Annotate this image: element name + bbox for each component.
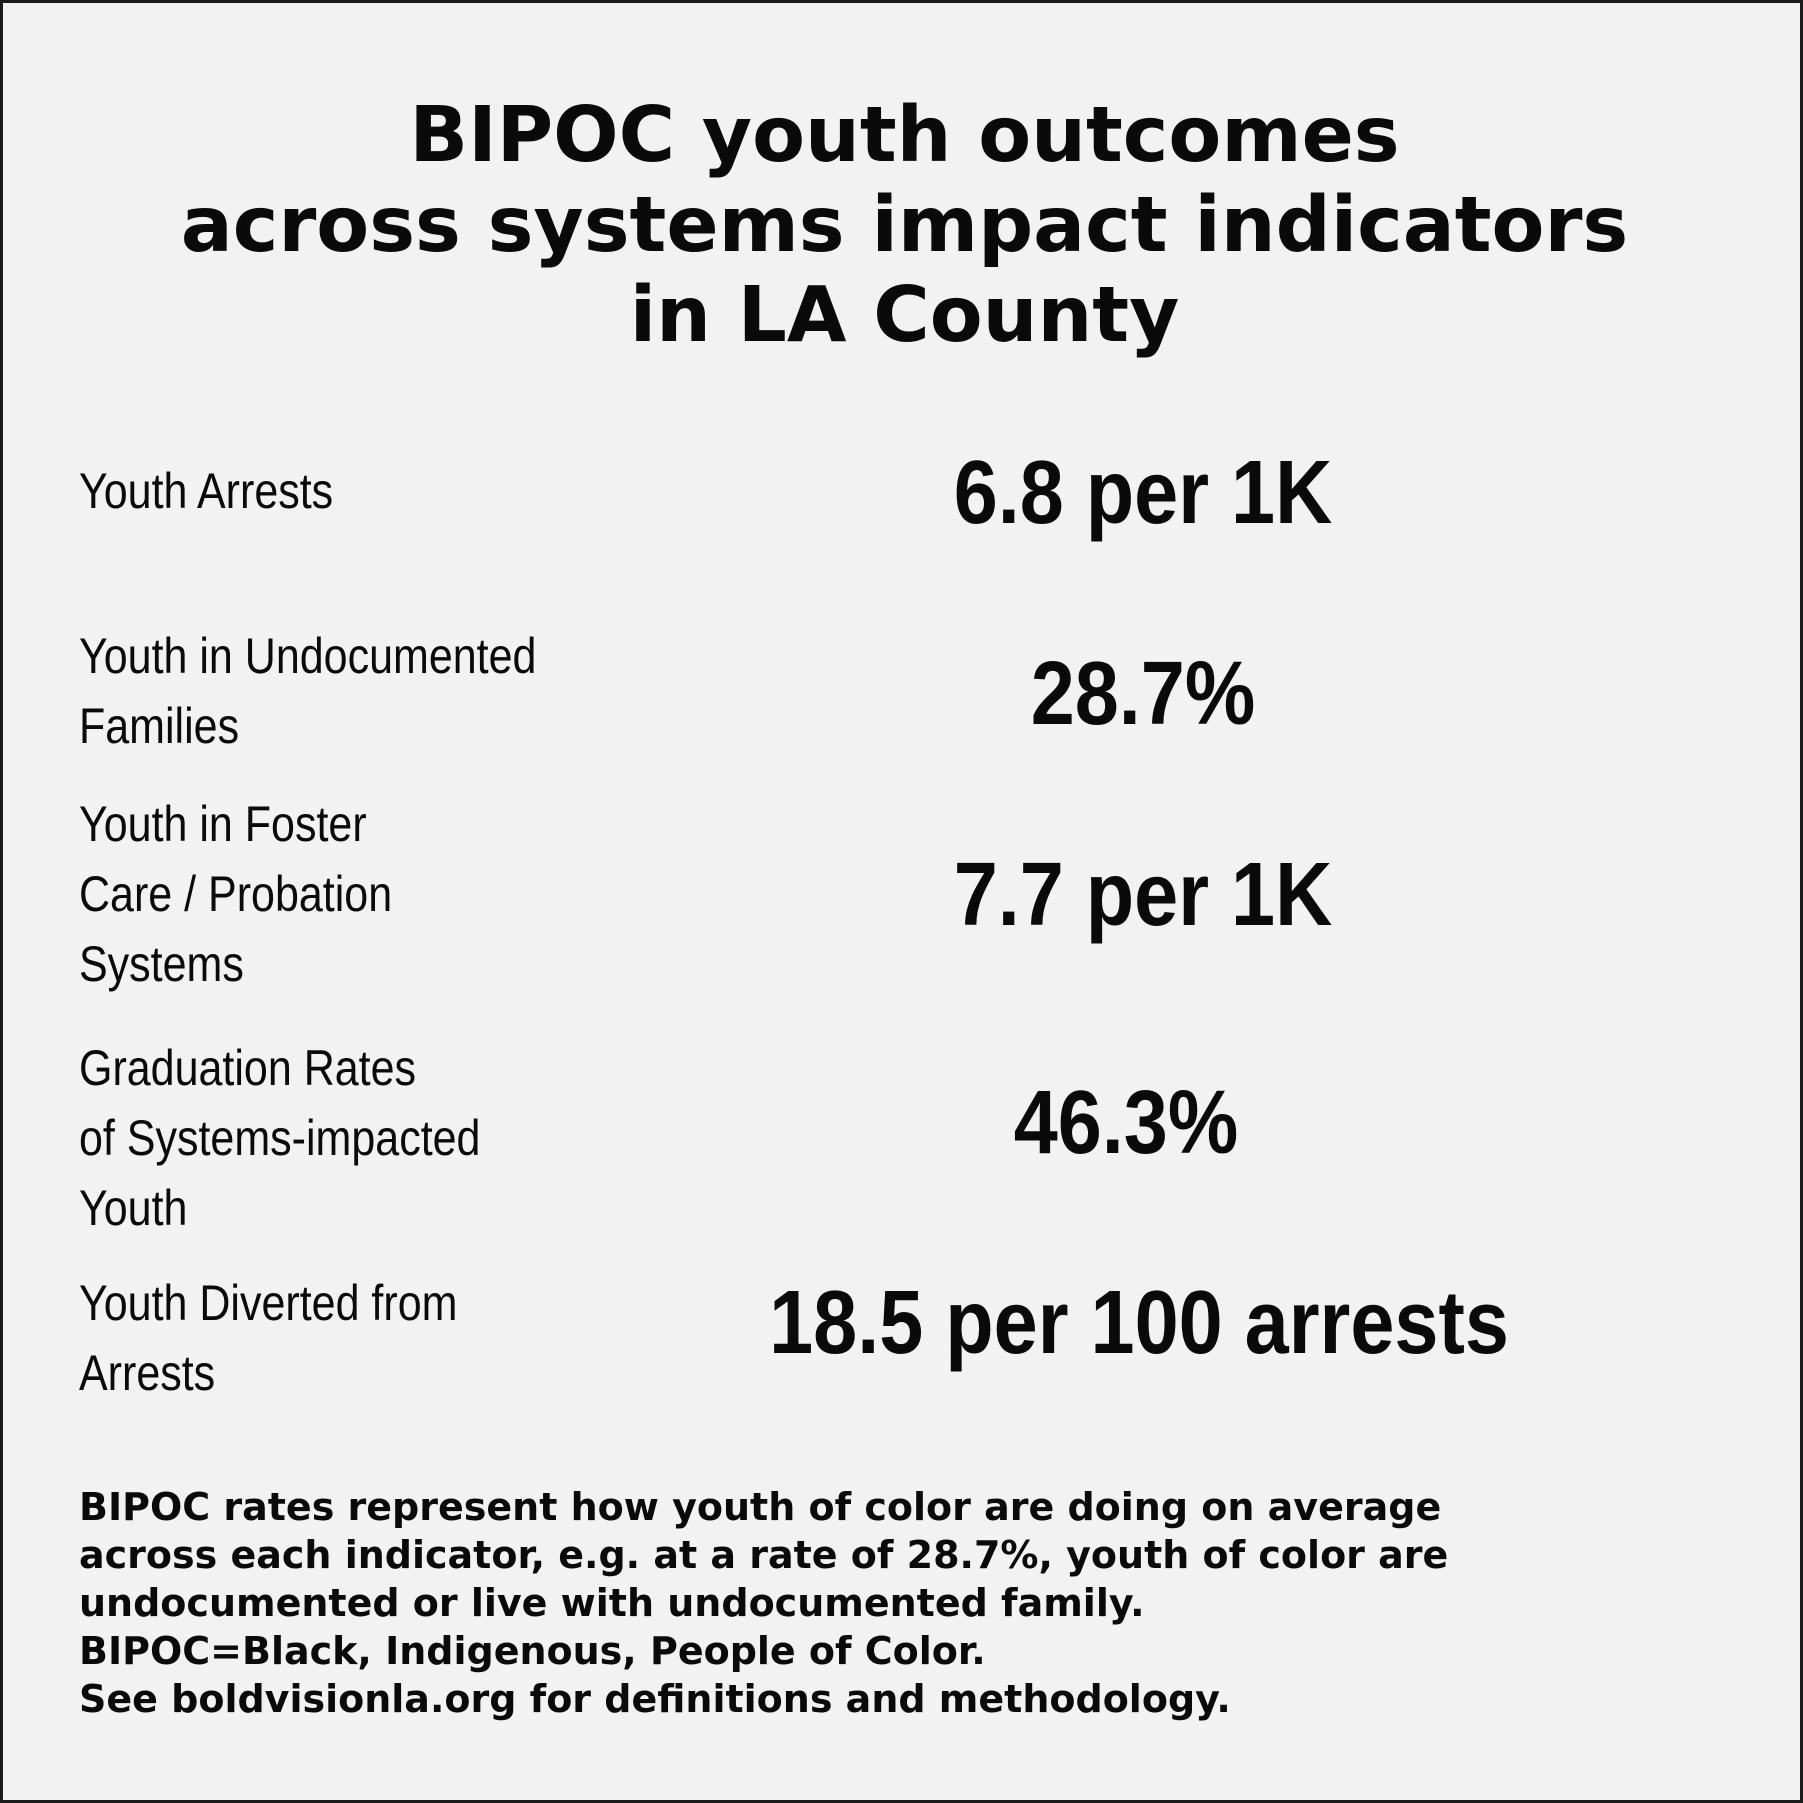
indicator-label-line: Arrests [79, 1345, 216, 1401]
title-line-3: in LA County [629, 271, 1180, 360]
indicator-label-line: Youth [79, 1180, 188, 1236]
indicator-label-line: Families [79, 698, 240, 754]
indicator-value-youth-arrests: 6.8 per 1K [953, 443, 1333, 543]
footnote-line: across each indicator, e.g. at a rate of… [79, 1533, 1449, 1577]
indicator-value-graduation-rates: 46.3% [1013, 1073, 1239, 1173]
indicator-label-diverted-from-arrests: Youth Diverted from Arrests [79, 1268, 457, 1408]
indicator-label-youth-arrests: Youth Arrests [79, 456, 333, 526]
indicator-label-line: Youth Arrests [79, 463, 334, 519]
indicator-label-undocumented-families: Youth in Undocumented Families [79, 621, 536, 761]
indicator-label-foster-care-probation: Youth in Foster Care / Probation Systems [79, 789, 392, 999]
title-line-1: BIPOC youth outcomes [409, 91, 1400, 180]
indicator-value-diverted-from-arrests: 18.5 per 100 arrests [769, 1273, 1509, 1373]
indicator-value-foster-care-probation: 7.7 per 1K [953, 845, 1333, 945]
footnote-line: See boldvisionla.org for definitions and… [79, 1677, 1231, 1721]
indicator-label-graduation-rates: Graduation Rates of Systems-impacted You… [79, 1033, 480, 1243]
footnote-line: undocumented or live with undocumented f… [79, 1581, 1145, 1625]
page-title: BIPOC youth outcomes across systems impa… [63, 91, 1746, 361]
indicator-label-line: Care / Probation [79, 866, 393, 922]
title-line-2: across systems impact indicators [180, 181, 1629, 270]
footnote-line: BIPOC rates represent how youth of color… [79, 1485, 1442, 1529]
footnote: BIPOC rates represent how youth of color… [79, 1483, 1729, 1723]
indicator-label-line: Youth in Undocumented [79, 628, 537, 684]
indicator-label-line: Youth Diverted from [79, 1275, 458, 1331]
footnote-line: BIPOC=Black, Indigenous, People of Color… [79, 1629, 986, 1673]
indicator-label-line: Youth in Foster [79, 796, 367, 852]
indicator-label-line: Systems [79, 936, 244, 992]
indicator-label-line: Graduation Rates [79, 1040, 417, 1096]
indicator-label-line: of Systems-impacted [79, 1110, 481, 1166]
indicator-value-undocumented-families: 28.7% [1030, 644, 1256, 744]
